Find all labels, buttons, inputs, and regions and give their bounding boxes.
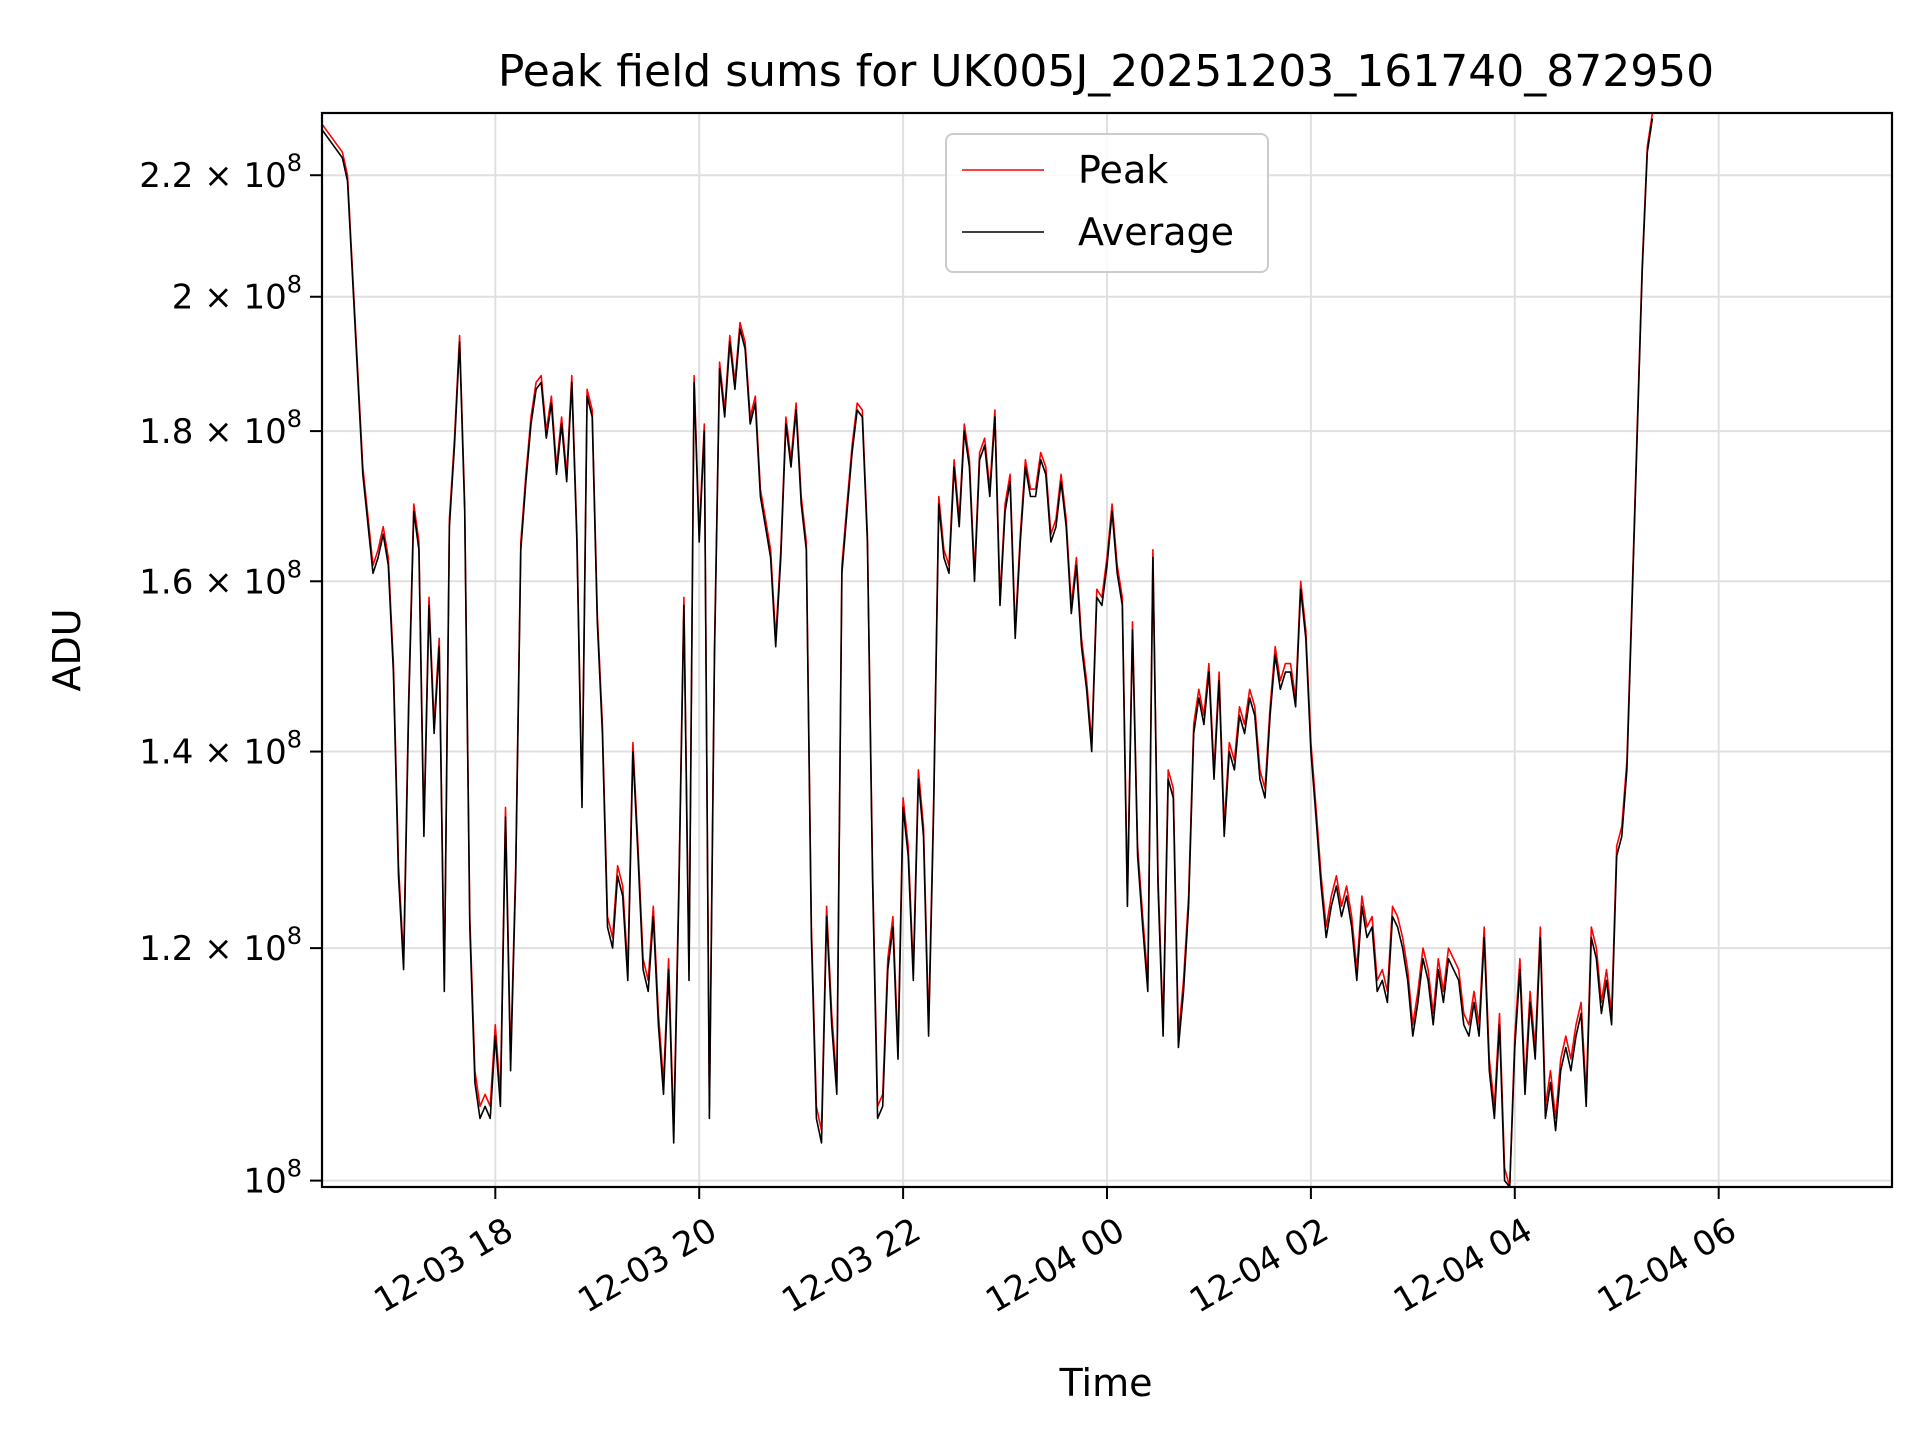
y-tick-times-sign: × — [193, 156, 243, 196]
y-tick-label: 2.2 × 108 — [139, 149, 302, 196]
y-tick-label: 1.4 × 108 — [139, 726, 302, 773]
y-tick-exponent: 8 — [287, 555, 302, 583]
y-tick-label: 108 — [243, 1155, 302, 1202]
y-tick-base: 10 — [243, 156, 286, 196]
y-tick-exponent: 8 — [287, 726, 302, 754]
series-average — [321, 118, 1654, 1188]
y-tick-base: 10 — [243, 412, 286, 452]
chart-title: Peak field sums for UK005J_20251203_1617… — [498, 46, 1714, 97]
y-tick-times-sign: × — [193, 733, 243, 773]
legend-box — [945, 133, 1269, 273]
y-tick-base: 10 — [243, 733, 286, 773]
x-axis-label: Time — [1059, 1361, 1153, 1405]
y-tick-base: 10 — [243, 278, 286, 318]
y-tick-exponent: 8 — [287, 405, 302, 433]
y-tick-mantissa: 2 — [172, 278, 194, 318]
y-tick-mantissa: 1.6 — [139, 562, 193, 602]
legend-label-average: Average — [1078, 210, 1234, 254]
y-tick-base: 10 — [243, 929, 286, 969]
y-tick-base: 10 — [243, 1162, 286, 1202]
y-tick-exponent: 8 — [287, 922, 302, 950]
y-tick-label: 1.2 × 108 — [139, 922, 302, 969]
y-tick-label: 1.6 × 108 — [139, 555, 302, 602]
y-tick-times-sign: × — [193, 562, 243, 602]
y-tick-label: 1.8 × 108 — [139, 405, 302, 452]
legend: Peak Average — [945, 133, 1269, 273]
y-tick-exponent: 8 — [287, 149, 302, 177]
y-tick-mantissa: 1.4 — [139, 733, 193, 773]
legend-label-peak: Peak — [1078, 148, 1168, 192]
y-tick-times-sign: × — [193, 412, 243, 452]
y-axis-label: ADU — [45, 608, 89, 691]
y-tick-mantissa: 1.2 — [139, 929, 193, 969]
y-tick-label: 2 × 108 — [172, 271, 302, 318]
y-tick-times-sign: × — [193, 929, 243, 969]
y-tick-exponent: 8 — [287, 1155, 302, 1183]
average-line — [321, 118, 1654, 1188]
y-tick-exponent: 8 — [287, 271, 302, 299]
y-tick-times-sign: × — [193, 278, 243, 318]
y-tick-base: 10 — [243, 562, 286, 602]
y-tick-mantissa: 1.8 — [139, 412, 193, 452]
y-tick-mantissa: 2.2 — [139, 156, 193, 196]
